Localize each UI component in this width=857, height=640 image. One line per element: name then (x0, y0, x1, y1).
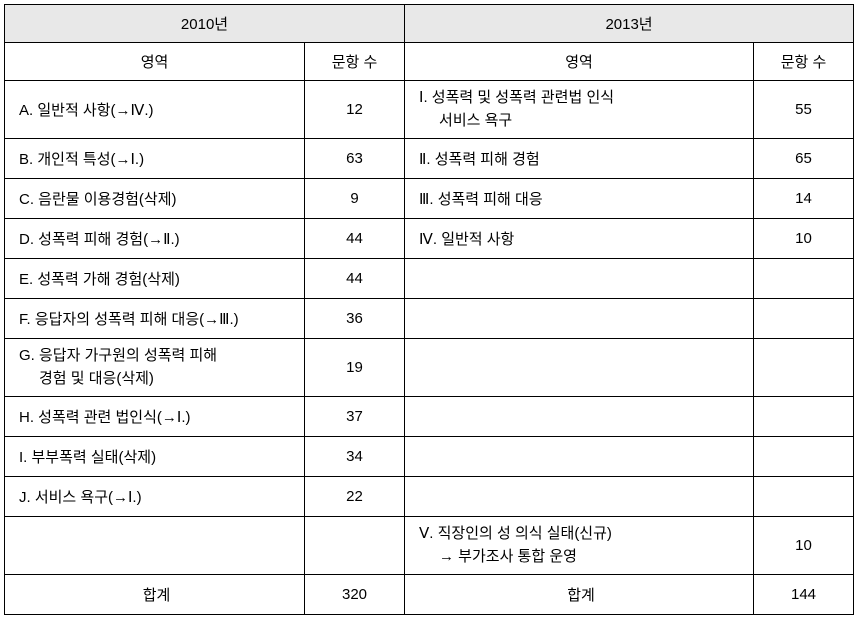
domain-cell-right: Ⅳ. 일반적 사항 (405, 219, 754, 259)
count-cell-right: 10 (754, 517, 854, 575)
count-cell-left: 22 (305, 477, 405, 517)
total-label-right: 합계 (405, 575, 754, 615)
count-cell-right (754, 477, 854, 517)
domain-cell-left: A. 일반적 사항(→Ⅳ.) (5, 81, 305, 139)
total-label-left: 합계 (5, 575, 305, 615)
table-row: G. 응답자 가구원의 성폭력 피해경험 및 대응(삭제)19 (5, 339, 854, 397)
year-left-header: 2010년 (5, 5, 405, 43)
table-row: F. 응답자의 성폭력 피해 대응(→Ⅲ.)36 (5, 299, 854, 339)
count-cell-right: 10 (754, 219, 854, 259)
count-cell-right (754, 299, 854, 339)
domain-cell-left: H. 성폭력 관련 법인식(→Ⅰ.) (5, 397, 305, 437)
table-row: J. 서비스 욕구(→Ⅰ.)22 (5, 477, 854, 517)
count-cell-right: 55 (754, 81, 854, 139)
sub-header-row: 영역 문항 수 영역 문항 수 (5, 43, 854, 81)
count-cell-right (754, 339, 854, 397)
year-header-row: 2010년 2013년 (5, 5, 854, 43)
table-row: Ⅴ. 직장인의 성 의식 실태(신규)→ 부가조사 통합 운영10 (5, 517, 854, 575)
count-cell-left: 44 (305, 259, 405, 299)
domain-cell-right: Ⅱ. 성폭력 피해 경험 (405, 139, 754, 179)
domain-cell-left: I. 부부폭력 실태(삭제) (5, 437, 305, 477)
count-cell-right: 14 (754, 179, 854, 219)
count-cell-left: 12 (305, 81, 405, 139)
domain-cell-left: F. 응답자의 성폭력 피해 대응(→Ⅲ.) (5, 299, 305, 339)
domain-header-left: 영역 (5, 43, 305, 81)
count-cell-left: 34 (305, 437, 405, 477)
domain-cell-left: B. 개인적 특성(→Ⅰ.) (5, 139, 305, 179)
count-cell-right (754, 437, 854, 477)
domain-line2: → 부가조사 통합 운영 (419, 546, 743, 569)
domain-cell-left: G. 응답자 가구원의 성폭력 피해경험 및 대응(삭제) (5, 339, 305, 397)
domain-line1: G. 응답자 가구원의 성폭력 피해 (19, 345, 294, 368)
table-row: E. 성폭력 가해 경험(삭제)44 (5, 259, 854, 299)
table-row: B. 개인적 특성(→Ⅰ.)63Ⅱ. 성폭력 피해 경험65 (5, 139, 854, 179)
domain-line1: Ⅰ. 성폭력 및 성폭력 관련법 인식 (419, 87, 743, 110)
count-header-right: 문항 수 (754, 43, 854, 81)
total-count-left: 320 (305, 575, 405, 615)
comparison-table: 2010년 2013년 영역 문항 수 영역 문항 수 A. 일반적 사항(→Ⅳ… (4, 4, 854, 615)
table-row: H. 성폭력 관련 법인식(→Ⅰ.)37 (5, 397, 854, 437)
count-cell-left: 19 (305, 339, 405, 397)
domain-cell-right (405, 437, 754, 477)
count-cell-right: 65 (754, 139, 854, 179)
domain-cell-left: C. 음란물 이용경험(삭제) (5, 179, 305, 219)
table-row: D. 성폭력 피해 경험(→Ⅱ.)44Ⅳ. 일반적 사항10 (5, 219, 854, 259)
count-cell-left: 37 (305, 397, 405, 437)
count-cell-right (754, 397, 854, 437)
domain-cell-right (405, 259, 754, 299)
domain-cell-right: Ⅰ. 성폭력 및 성폭력 관련법 인식서비스 욕구 (405, 81, 754, 139)
domain-cell-right (405, 299, 754, 339)
count-cell-left: 63 (305, 139, 405, 179)
domain-header-right: 영역 (405, 43, 754, 81)
domain-cell-right: Ⅲ. 성폭력 피해 대응 (405, 179, 754, 219)
count-cell-left: 9 (305, 179, 405, 219)
domain-line2: 서비스 욕구 (419, 110, 743, 133)
domain-cell-right (405, 397, 754, 437)
domain-cell-right: Ⅴ. 직장인의 성 의식 실태(신규)→ 부가조사 통합 운영 (405, 517, 754, 575)
count-cell-left: 44 (305, 219, 405, 259)
count-cell-right (754, 259, 854, 299)
domain-cell-left: E. 성폭력 가해 경험(삭제) (5, 259, 305, 299)
domain-cell-right (405, 339, 754, 397)
domain-line2: 경험 및 대응(삭제) (19, 368, 294, 391)
year-right-header: 2013년 (405, 5, 854, 43)
domain-cell-left (5, 517, 305, 575)
domain-cell-left: J. 서비스 욕구(→Ⅰ.) (5, 477, 305, 517)
domain-line1: Ⅴ. 직장인의 성 의식 실태(신규) (419, 523, 743, 546)
domain-cell-left: D. 성폭력 피해 경험(→Ⅱ.) (5, 219, 305, 259)
domain-cell-right (405, 477, 754, 517)
table-row: A. 일반적 사항(→Ⅳ.)12Ⅰ. 성폭력 및 성폭력 관련법 인식서비스 욕… (5, 81, 854, 139)
total-row: 합계320합계144 (5, 575, 854, 615)
count-cell-left (305, 517, 405, 575)
total-count-right: 144 (754, 575, 854, 615)
count-header-left: 문항 수 (305, 43, 405, 81)
table-row: I. 부부폭력 실태(삭제)34 (5, 437, 854, 477)
table-row: C. 음란물 이용경험(삭제)9Ⅲ. 성폭력 피해 대응14 (5, 179, 854, 219)
count-cell-left: 36 (305, 299, 405, 339)
